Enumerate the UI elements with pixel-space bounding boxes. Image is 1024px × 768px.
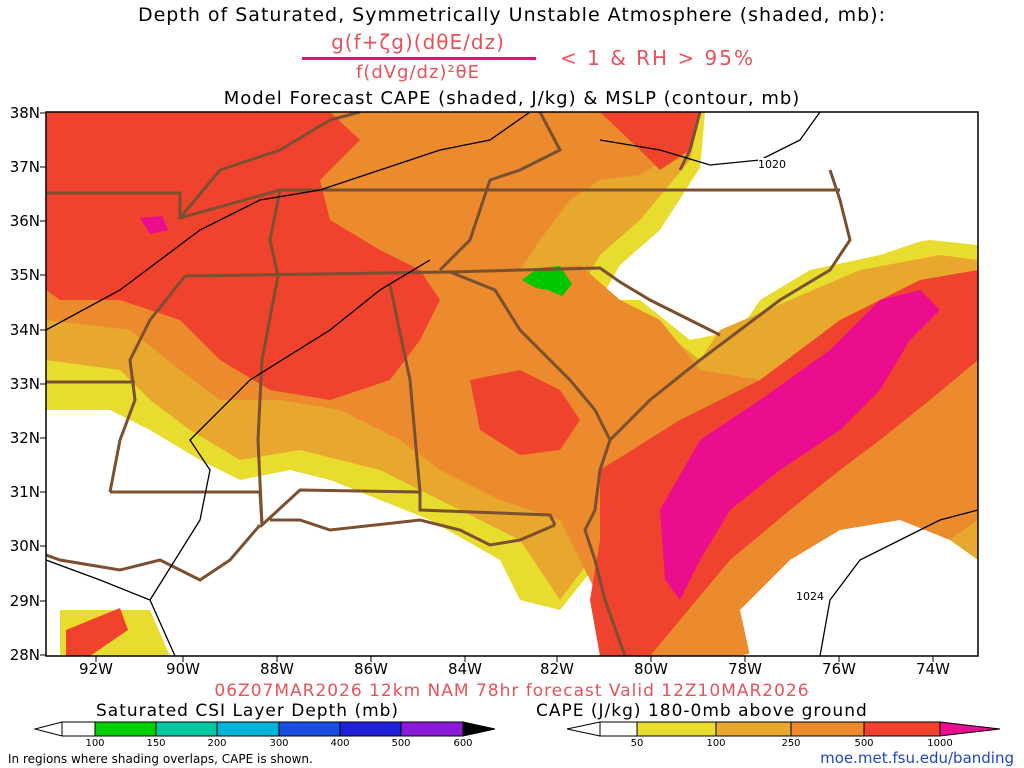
formula-condition: < 1 & RH > 95% [560,46,756,70]
formula-numerator: g(f+ζg)(dθE/dz) [331,30,505,54]
cape-500-region-va [600,112,700,170]
cape-colorbar-label-250: 250 [781,738,801,749]
cape-1000-region-atlantic [660,290,940,600]
lon-label-82w: 82W [540,660,574,678]
political-boundaries [46,112,852,656]
lat-label-36n: 36N [9,212,40,230]
title-line-1: Depth of Saturated, Symmetrically Unstab… [137,4,886,26]
lon-label-74w: 74W [916,660,950,678]
cape-1000-region-ms [140,216,168,234]
overlap-footnote: In regions where shading overlaps, CAPE … [8,752,313,766]
cape-shading [46,112,978,656]
lon-label-92w: 92W [79,660,113,678]
cape-colorbar-label-1000: 1000 [927,738,953,749]
clear-carolinas [620,112,978,330]
csi-colorbar-title: Saturated CSI Layer Depth (mb) [96,701,400,721]
clear-gulf [46,420,540,656]
lon-label-86w: 86W [354,660,388,678]
csi-region [522,266,572,296]
csi-colorbar-label-300: 300 [269,738,289,749]
formula-denominator: f(dVg/dz)²θE [355,62,481,83]
lat-label-34n: 34N [9,321,40,339]
lon-label-84w: 84W [448,660,482,678]
csi-colorbar-label-100: 100 [85,738,105,749]
lon-label-88w: 88W [260,660,294,678]
lat-label-32n: 32N [9,429,40,447]
axis-ticks [40,112,934,662]
isobar-label-1020: 1020 [758,158,786,171]
title-line-3: Model Forecast CAPE (shaded, J/kg) & MSL… [223,88,801,109]
lat-label-30n: 30N [9,537,40,555]
source-url-link[interactable]: moe.met.fsu.edu/banding [820,749,1014,767]
lat-label-31n: 31N [9,483,40,501]
lon-label-78w: 78W [728,660,762,678]
isobar-label-1024: 1024 [796,590,824,603]
clear-atlantic-se [740,520,978,656]
cape-colorbar-label-100: 100 [706,738,726,749]
isobars [46,112,978,656]
csi-colorbar-label-500: 500 [391,738,411,749]
lat-label-29n: 29N [9,592,40,610]
cape-500-region-west [46,112,440,400]
lat-label-38n: 38N [9,104,40,122]
cape-colorbar-title: CAPE (J/kg) 180-0mb above ground [536,701,868,721]
cape-500-gulf [66,608,128,656]
lon-label-80w: 80W [634,660,668,678]
csi-colorbar-label-150: 150 [146,738,166,749]
csi-colorbar-label-600: 600 [453,738,473,749]
lat-label-35n: 35N [9,266,40,284]
csi-colorbar-label-400: 400 [330,738,350,749]
csi-colorbar-label-200: 200 [207,738,227,749]
lon-label-76w: 76W [822,660,856,678]
lat-label-28n: 28N [9,646,40,664]
cape-500-region-ga [470,370,580,455]
cape-colorbar-label-50: 50 [630,738,644,749]
formula-fraction-bar [302,57,536,60]
lat-label-33n: 33N [9,375,40,393]
cape-colorbar-label-500: 500 [854,738,874,749]
lon-label-90w: 90W [166,660,200,678]
forecast-valid-line: 06Z07MAR2026 12km NAM 78hr forecast Vali… [214,681,810,701]
lat-label-37n: 37N [9,158,40,176]
